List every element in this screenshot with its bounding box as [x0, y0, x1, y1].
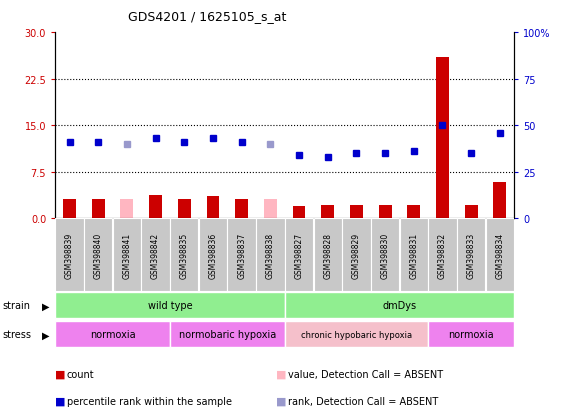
Text: GSM398834: GSM398834 — [496, 232, 504, 278]
Text: GSM398827: GSM398827 — [295, 232, 303, 278]
Bar — [170, 219, 199, 291]
Text: strain: strain — [3, 301, 31, 311]
Bar — [264, 200, 277, 219]
Text: percentile rank within the sample: percentile rank within the sample — [67, 396, 232, 406]
Bar — [321, 206, 334, 219]
Bar — [178, 199, 191, 219]
Text: dmDys: dmDys — [382, 301, 417, 311]
Bar — [285, 292, 514, 319]
Text: GSM398836: GSM398836 — [209, 232, 217, 278]
Bar — [407, 206, 420, 219]
Bar — [235, 199, 248, 219]
Bar — [457, 219, 485, 291]
Bar — [285, 321, 428, 348]
Text: GSM398833: GSM398833 — [467, 232, 476, 278]
Bar — [141, 219, 170, 291]
Text: ▶: ▶ — [42, 301, 50, 311]
Text: GSM398838: GSM398838 — [266, 232, 275, 278]
Text: GDS4201 / 1625105_s_at: GDS4201 / 1625105_s_at — [128, 10, 286, 23]
Bar — [227, 219, 256, 291]
Text: ■: ■ — [55, 396, 66, 406]
Text: value, Detection Call = ABSENT: value, Detection Call = ABSENT — [288, 369, 443, 379]
Bar — [379, 206, 392, 219]
Text: count: count — [67, 369, 95, 379]
Text: ■: ■ — [276, 396, 286, 406]
Text: GSM398842: GSM398842 — [151, 232, 160, 278]
Text: GSM398828: GSM398828 — [323, 232, 332, 278]
Bar — [436, 58, 449, 219]
Bar — [465, 206, 478, 219]
Text: normoxia: normoxia — [89, 330, 135, 339]
Bar — [84, 219, 113, 291]
Bar — [314, 219, 342, 291]
Bar — [428, 219, 457, 291]
Bar — [293, 206, 306, 219]
Text: normobaric hypoxia: normobaric hypoxia — [179, 330, 276, 339]
Bar — [428, 321, 514, 348]
Text: GSM398837: GSM398837 — [237, 232, 246, 278]
Bar — [285, 219, 313, 291]
Bar — [342, 219, 371, 291]
Text: ■: ■ — [276, 369, 286, 379]
Bar — [149, 196, 162, 219]
Text: GSM398830: GSM398830 — [381, 232, 390, 278]
Bar — [493, 183, 506, 219]
Text: normoxia: normoxia — [449, 330, 494, 339]
Text: GSM398840: GSM398840 — [94, 232, 103, 278]
Bar — [55, 219, 84, 291]
Bar — [92, 199, 105, 219]
Text: wild type: wild type — [148, 301, 192, 311]
Text: chronic hypobaric hypoxia: chronic hypobaric hypoxia — [301, 330, 412, 339]
Bar — [256, 219, 285, 291]
Bar — [113, 219, 141, 291]
Text: GSM398831: GSM398831 — [409, 232, 418, 278]
Text: GSM398835: GSM398835 — [180, 232, 189, 278]
Text: GSM398839: GSM398839 — [65, 232, 74, 278]
Bar — [371, 219, 399, 291]
Text: ■: ■ — [55, 369, 66, 379]
Bar — [486, 219, 514, 291]
Bar — [120, 200, 134, 219]
Text: GSM398841: GSM398841 — [123, 232, 131, 278]
Text: ▶: ▶ — [42, 330, 50, 339]
Bar — [400, 219, 428, 291]
Bar — [55, 292, 285, 319]
Bar — [170, 321, 285, 348]
Bar — [55, 321, 170, 348]
Text: GSM398832: GSM398832 — [438, 232, 447, 278]
Bar — [199, 219, 227, 291]
Bar — [350, 206, 363, 219]
Text: stress: stress — [3, 330, 32, 339]
Text: GSM398829: GSM398829 — [352, 232, 361, 278]
Text: rank, Detection Call = ABSENT: rank, Detection Call = ABSENT — [288, 396, 438, 406]
Bar — [63, 199, 76, 219]
Bar — [206, 197, 220, 219]
